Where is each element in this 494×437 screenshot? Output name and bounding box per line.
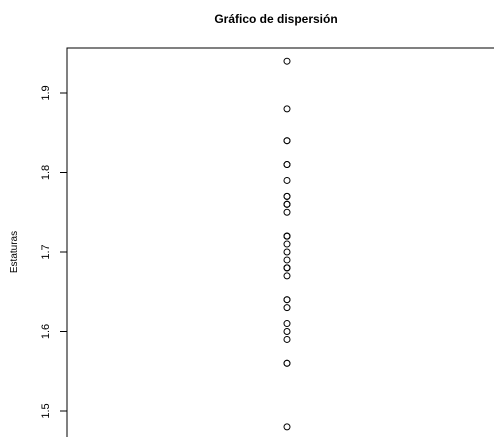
scatter-point [283, 208, 291, 216]
scatter-point [283, 232, 291, 240]
y-tick-label: 1.5 [40, 403, 52, 418]
scatter-point [283, 335, 291, 343]
scatter-point [283, 272, 291, 280]
scatter-point [283, 359, 291, 367]
y-tick-label: 1.6 [40, 324, 52, 339]
scatter-point [283, 248, 291, 256]
scatter-point [283, 304, 291, 312]
plot-frame [66, 47, 494, 437]
plot-border [66, 47, 494, 437]
scatter-point [283, 264, 291, 272]
scatter-point [283, 137, 291, 145]
scatter-point [283, 176, 291, 184]
scatter-point [283, 57, 291, 65]
chart-title: Gráfico de dispersión [214, 12, 337, 26]
scatter-point [283, 320, 291, 328]
y-axis-label: Estaturas [9, 231, 20, 273]
data-points [283, 57, 291, 431]
y-axis: 1.5 1.6 1.7 1.8 1.9 [40, 85, 67, 419]
y-tick-label: 1.9 [40, 85, 52, 100]
y-tick-label: 1.8 [40, 165, 52, 180]
scatter-point [283, 328, 291, 335]
scatter-point [283, 423, 291, 431]
y-tick-label: 1.7 [40, 244, 52, 259]
scatter-point [283, 240, 291, 248]
scatter-point [283, 296, 291, 304]
scatter-point [283, 256, 291, 264]
scatter-point [283, 161, 291, 169]
scatter-point [283, 105, 291, 113]
scatter-point [283, 200, 291, 208]
scatter-point [283, 192, 291, 200]
